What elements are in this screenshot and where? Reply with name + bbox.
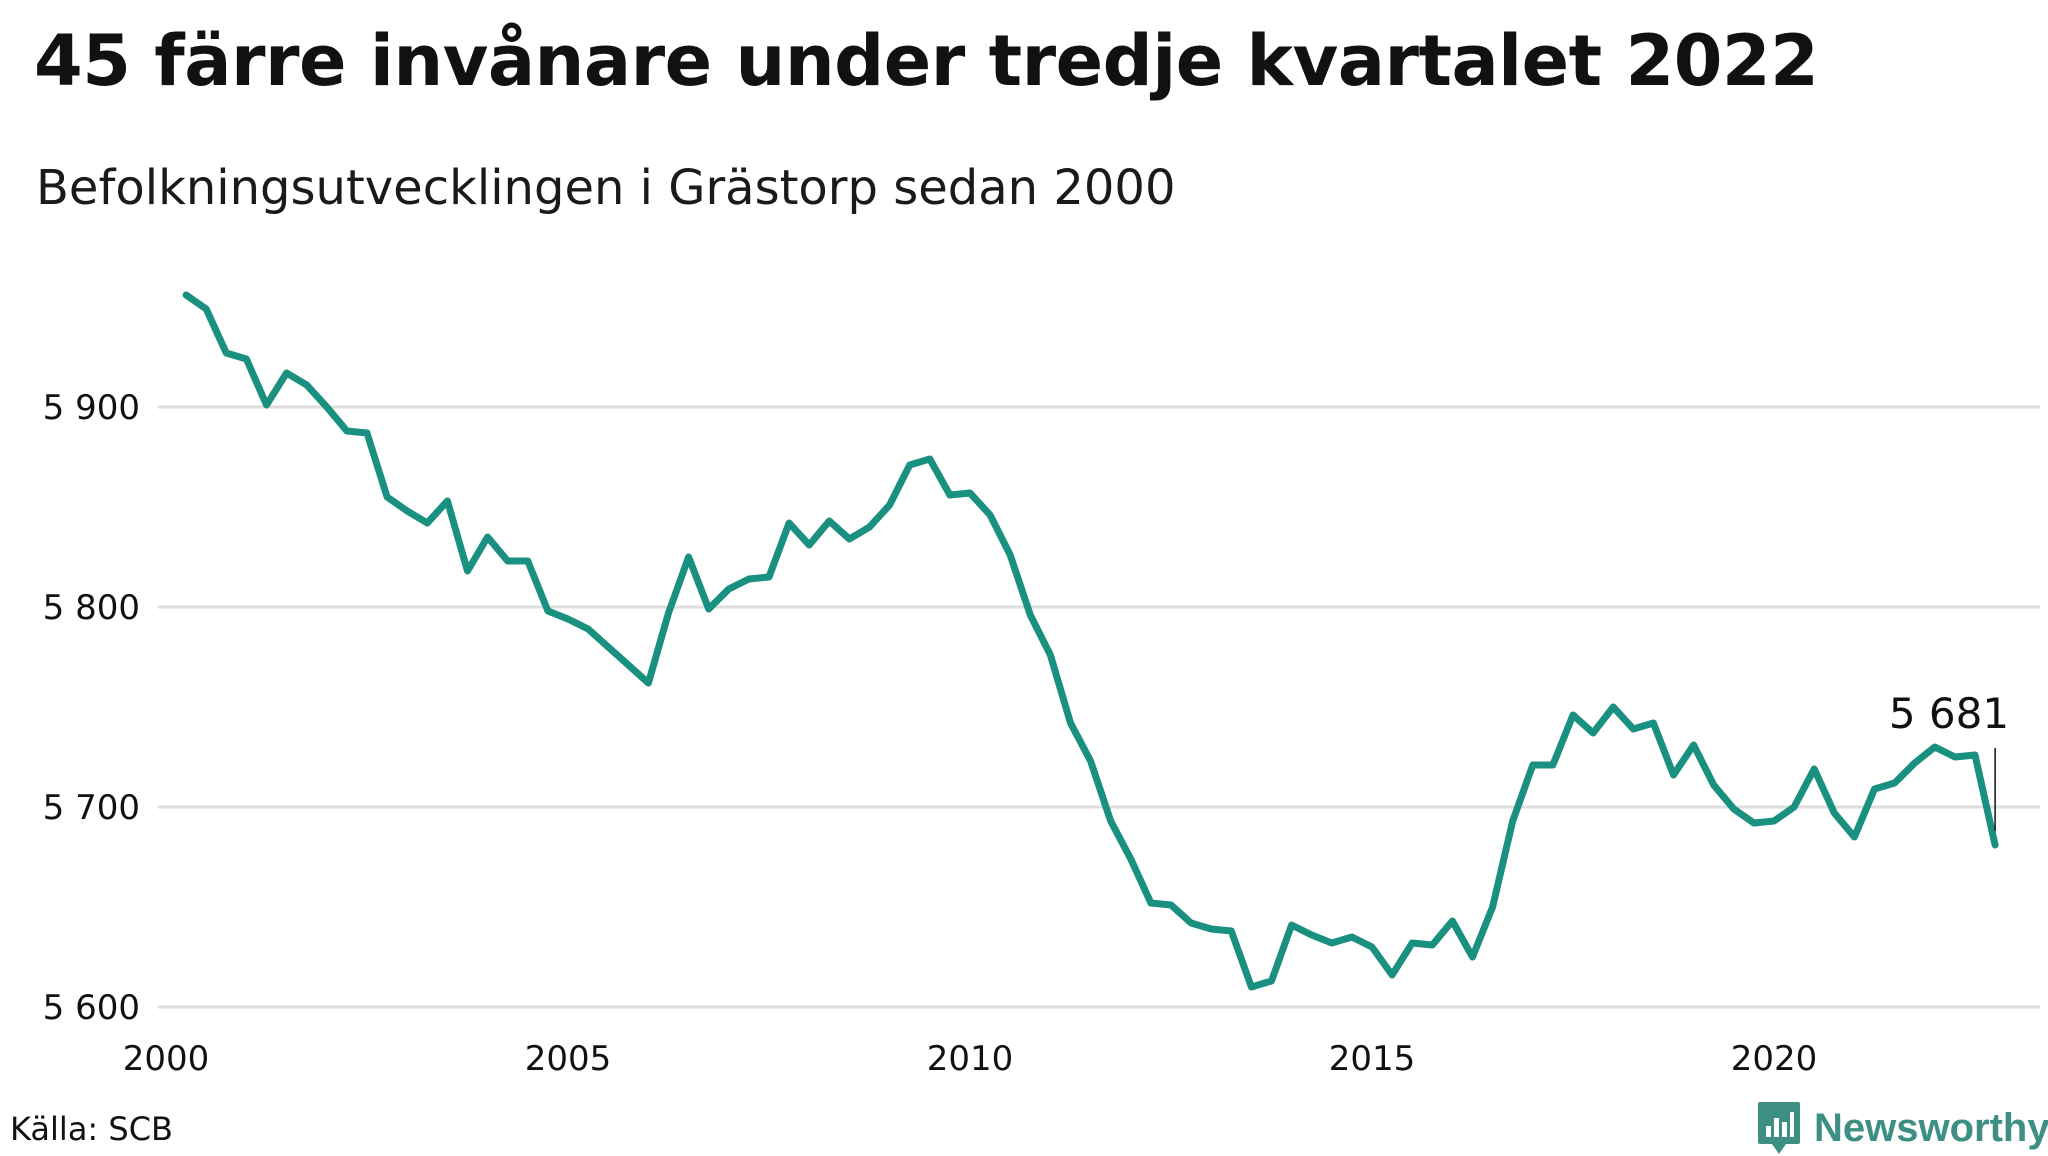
line-chart: 5 600 5 700 5 800 5 900 2000 2005 2010 2015 202… [43,291,2040,1079]
x-axis-labels: 2000 2005 2010 2015 2020 [123,1039,1818,1079]
y-axis-labels: 5 600 5 700 5 800 5 900 [43,388,140,1028]
x-tick-label: 2000 [123,1039,210,1079]
y-tick-label: 5 900 [43,388,140,428]
x-tick-label: 2015 [1329,1039,1416,1079]
y-tick-label: 5 600 [43,988,140,1028]
last-value-label: 5 681 [1889,689,2009,738]
y-tick-label: 5 800 [43,588,140,628]
source-note: Källa: SCB [10,1110,173,1148]
y-tick-label: 5 700 [43,788,140,828]
brand-name: Newsworthy [1814,1105,2048,1150]
chart-title: 45 färre invånare under tredje kvartalet… [34,20,1819,102]
chart-subtitle: Befolkningsutvecklingen i Grästorp sedan… [36,160,1176,216]
series-line [182,291,1999,991]
series-layer [182,291,1999,991]
x-tick-label: 2010 [927,1039,1014,1079]
x-tick-label: 2020 [1731,1039,1818,1079]
annotation-layer: 5 681 [1889,689,2009,831]
gridlines [158,405,2040,1009]
brand-logo[interactable]: Newsworthy [1756,1100,2048,1156]
newsworthy-logo-icon [1758,1102,1800,1154]
x-tick-label: 2005 [525,1039,612,1079]
